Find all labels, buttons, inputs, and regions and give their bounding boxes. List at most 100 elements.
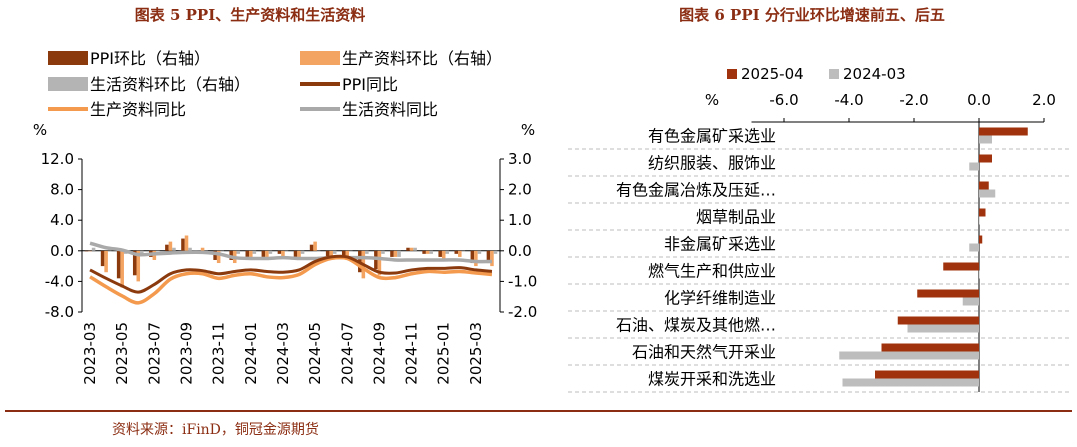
bar-2024-03 — [962, 297, 979, 306]
ppi-mom-bar — [100, 250, 105, 267]
bar-2025-04 — [979, 208, 986, 217]
ppi-mom-bar — [277, 250, 282, 254]
life-mom-bar — [91, 247, 96, 251]
left-x-tick-label: 2025-03 — [467, 322, 485, 385]
category-label: 化学纤维制造业 — [664, 289, 776, 308]
bar-2025-04 — [979, 235, 983, 244]
bar-2024-03 — [839, 351, 979, 360]
left-y-tick-label: 12.0 — [41, 150, 74, 168]
bar-2024-03 — [979, 135, 992, 144]
bar-2025-04 — [979, 127, 1028, 136]
right-y-tick-label: -1.0 — [508, 272, 537, 290]
left-x-tick-label: 2023-09 — [178, 322, 196, 385]
right-y-tick-label: 1.0 — [508, 211, 532, 229]
ppi-mom-bar — [132, 250, 137, 276]
category-label: 烟草制品业 — [696, 208, 776, 227]
left-x-tick-label: 2024-01 — [242, 322, 260, 385]
category-label: 燃气生产和供应业 — [648, 262, 776, 281]
right-y-tick-label: -2.0 — [508, 303, 537, 321]
legend-label: 2025-04 — [741, 65, 804, 83]
prod-mom-bar — [441, 250, 446, 260]
ppi-mom-bar — [165, 244, 169, 251]
legend-swatch — [48, 77, 88, 91]
prod-mom-bar — [313, 241, 317, 251]
legend-label: 生活资料环比（右轴） — [90, 75, 250, 94]
life-mom-bar — [365, 250, 369, 254]
bar-2024-03 — [979, 270, 980, 279]
ppi-yoy-line — [89, 254, 493, 294]
life-mom-bar — [300, 250, 305, 254]
bar-2025-04 — [979, 154, 992, 163]
bar-2024-03 — [969, 162, 979, 171]
prod-mom-bar — [425, 250, 430, 254]
legend-label: PPI环比（右轴） — [90, 49, 210, 68]
life-mom-bar — [107, 250, 112, 252]
life-yoy-line — [89, 241, 492, 264]
prod-mom-bar — [104, 250, 108, 273]
right-y-tick-label: 0.0 — [508, 242, 532, 260]
legend-label: 生活资料同比 — [342, 100, 438, 119]
ppi-mom-bar — [438, 250, 442, 257]
life-mom-bar — [220, 250, 224, 252]
prod-mom-bar — [329, 250, 333, 257]
legend-label: 2024-03 — [843, 65, 906, 83]
life-mom-bar — [493, 250, 498, 254]
prod-mom-bar — [281, 250, 285, 257]
ppi-mom-bar — [245, 250, 250, 257]
ppi-mom-bar — [261, 250, 266, 257]
right-axis-unit: % — [521, 121, 535, 139]
bar-2024-03 — [979, 189, 996, 198]
left-x-tick-label: 2024-03 — [274, 322, 292, 385]
prod-mom-bar — [458, 250, 462, 257]
category-label: 有色金属矿采选业 — [648, 127, 776, 146]
bar-2025-04 — [979, 181, 989, 190]
left-x-tick-label: 2024-11 — [403, 322, 421, 385]
prod-mom-bar — [168, 241, 173, 251]
life-mom-bar — [172, 247, 176, 251]
prod-mom-bar — [474, 250, 478, 267]
ppi-mom-bar — [486, 250, 491, 264]
legend-swatch — [727, 69, 737, 79]
category-label: 煤炭开采和洗选业 — [648, 370, 776, 389]
left-x-tick-label: 2025-01 — [435, 322, 453, 385]
legend-label: PPI同比 — [342, 75, 398, 94]
life-mom-bar — [252, 250, 257, 254]
bar-2025-04 — [943, 262, 979, 271]
prod-mom-bar — [377, 250, 382, 276]
ppi-mom-bar — [116, 250, 121, 279]
bar-2024-03 — [842, 378, 979, 387]
left-y-tick-label: 4.0 — [50, 211, 74, 229]
category-label: 纺织服装、服饰业 — [648, 154, 776, 173]
bar-2024-03 — [907, 324, 979, 333]
prod-mom-bar — [120, 250, 124, 288]
life-mom-bar — [461, 250, 466, 252]
life-mom-bar — [445, 250, 450, 254]
bar-2024-03 — [969, 243, 979, 252]
left-y-tick-label: -8.0 — [45, 303, 74, 321]
life-mom-bar — [268, 250, 273, 254]
prod-mom-bar — [393, 250, 398, 257]
right-x-tick-label: -6.0 — [769, 91, 798, 109]
life-mom-bar — [156, 250, 160, 252]
left-chart-title: 图表 5 PPI、生产资料和生活资料 — [135, 6, 365, 24]
bar-2024-03 — [979, 216, 980, 225]
bar-2025-04 — [897, 316, 979, 325]
ppi-mom-bar — [309, 244, 314, 251]
right-x-tick-label: -4.0 — [834, 91, 863, 109]
prod-mom-bar — [297, 250, 301, 260]
life-mom-bar — [284, 250, 289, 252]
ppi-mom-bar — [213, 250, 217, 260]
ppi-mom-bar — [406, 247, 410, 251]
left-x-tick-label: 2024-05 — [306, 322, 324, 385]
legend-label: 生产资料环比（右轴） — [342, 49, 502, 68]
life-mom-bar — [413, 247, 417, 251]
life-mom-bar — [477, 250, 482, 254]
right-x-tick-label: 2.0 — [1032, 91, 1056, 109]
legend-label: 生产资料同比 — [90, 100, 186, 119]
ppi-mom-bar — [293, 250, 298, 257]
left-x-tick-label: 2023-03 — [81, 322, 99, 385]
life-mom-bar — [397, 250, 401, 257]
category-label: 有色金属冶炼及压延… — [616, 181, 776, 200]
life-mom-bar — [349, 250, 353, 252]
